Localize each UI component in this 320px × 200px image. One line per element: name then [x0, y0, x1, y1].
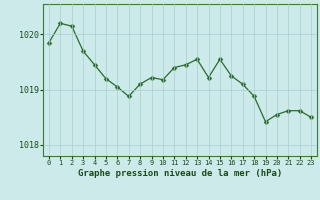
- X-axis label: Graphe pression niveau de la mer (hPa): Graphe pression niveau de la mer (hPa): [78, 169, 282, 178]
